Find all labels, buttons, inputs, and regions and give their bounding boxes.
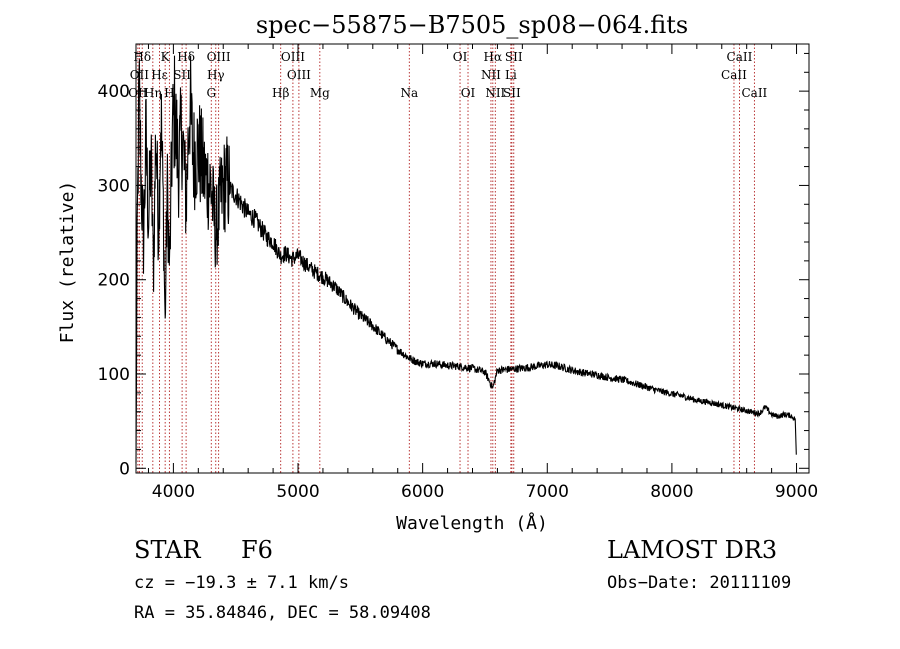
spectral-line-label: Hε — [151, 68, 168, 82]
spectrum-line — [135, 55, 797, 464]
spectral-line-label: Hα — [484, 50, 503, 64]
spectral-line-label: NII — [481, 68, 501, 82]
x-tick-label: 5000 — [276, 482, 319, 502]
spectral-line-label: CaII — [741, 86, 767, 100]
spectral-line-label: OI — [453, 50, 468, 64]
spectral-line-label: CaII — [727, 50, 753, 64]
spectral-line-markers — [137, 44, 755, 473]
object-subclass: F6 — [241, 536, 273, 564]
y-axis-label: Flux (relative) — [57, 181, 78, 344]
object-type: STAR — [134, 536, 201, 564]
spectral-line-label: SII — [173, 68, 191, 82]
spectral-line-label: OII — [128, 86, 148, 100]
x-tick-label: 4000 — [152, 482, 195, 502]
x-tick-label: 7000 — [526, 482, 569, 502]
spectral-line-label: OIII — [287, 68, 311, 82]
y-axis: 0 100 200 300 400 — [98, 52, 809, 479]
x-axis: 4000 5000 6000 7000 8000 9000 — [147, 44, 818, 502]
spectral-line-label: OIII — [207, 50, 231, 64]
x-tick-label: 9000 — [775, 482, 818, 502]
chart-title: spec−55875−B7505_sp08−064.fits — [256, 11, 688, 39]
obs-date: Obs−Date: 20111109 — [607, 573, 792, 593]
spectral-line-label: SII — [503, 86, 521, 100]
spectral-line-label: OI — [461, 86, 476, 100]
spectral-line-label: NII — [485, 86, 505, 100]
spectral-line-label: Hη — [144, 86, 162, 100]
spectral-line-label: Hδ — [177, 50, 195, 64]
survey-name: LAMOST DR3 — [607, 536, 778, 564]
spectral-line-label: SII — [505, 50, 523, 64]
y-tick-label: 400 — [98, 82, 130, 102]
y-tick-label: 100 — [98, 365, 130, 385]
plot-frame — [135, 43, 810, 474]
spectral-line-label: H — [164, 86, 174, 100]
spectral-line-label: CaII — [721, 68, 747, 82]
spectral-line-label: Hβ — [272, 86, 289, 100]
y-tick-label: 300 — [98, 176, 130, 196]
y-tick-label: 0 — [119, 459, 130, 479]
spectral-line-label: K — [161, 50, 171, 64]
y-tick-label: 200 — [98, 271, 130, 291]
x-axis-label: Wavelength (Å) — [396, 512, 548, 534]
spectral-line-label: Hγ — [207, 68, 225, 82]
spectral-line-label: Mg — [310, 86, 330, 100]
redshift-text: cz = −19.3 ± 7.1 km/s — [134, 573, 349, 593]
spectral-line-label: Na — [400, 86, 418, 100]
spectral-line-label: Li — [505, 68, 517, 82]
x-tick-label: 8000 — [650, 482, 693, 502]
spectral-line-label: G — [206, 86, 216, 100]
spectral-line-label: OIII — [281, 50, 305, 64]
x-tick-label: 6000 — [401, 482, 444, 502]
coordinates: RA = 35.84846, DEC = 58.09408 — [134, 603, 431, 623]
